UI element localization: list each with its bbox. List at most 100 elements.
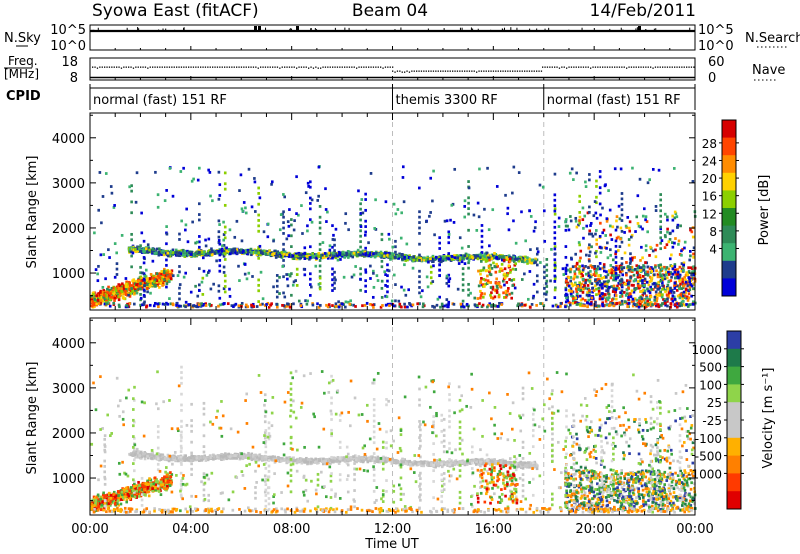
- scatter-cell: [458, 236, 462, 240]
- mid-cell: [494, 281, 498, 285]
- band-cell: [535, 258, 539, 262]
- streak-cell: [303, 246, 307, 250]
- scatter-cell: [156, 193, 160, 197]
- late-cell: [592, 214, 596, 218]
- band-cell: [454, 459, 458, 463]
- streak-cell: [418, 210, 421, 214]
- late-cell: [603, 303, 606, 307]
- streak-cell: [620, 208, 624, 212]
- near-range-cell: [252, 305, 256, 308]
- early-cell: [125, 282, 128, 286]
- freq-dots: [418, 70, 420, 72]
- freq-dots: [192, 66, 195, 68]
- band-cell: [276, 253, 279, 257]
- scatter-cell: [604, 183, 607, 187]
- scatter-cell: [618, 245, 622, 248]
- near-range-cell: [551, 304, 555, 308]
- band-cell: [404, 259, 407, 262]
- near-range-cell: [234, 302, 238, 306]
- near-range-cell: [125, 304, 128, 307]
- scatter-cell: [301, 232, 304, 235]
- freq-dots: [476, 71, 478, 73]
- late-cell: [634, 267, 637, 271]
- early-cell: [163, 269, 166, 273]
- band-cell: [347, 250, 351, 254]
- late-cell: [645, 220, 649, 223]
- late-cell: [567, 268, 571, 272]
- scatter-cell: [401, 176, 405, 179]
- scatter-cell: [128, 185, 131, 189]
- late-cell: [683, 246, 686, 250]
- streak-cell: [331, 289, 334, 292]
- scatter-cell: [638, 177, 642, 181]
- late-cell: [648, 275, 652, 279]
- late-cell: [602, 265, 606, 269]
- streak-cell: [659, 225, 663, 229]
- late-cell: [640, 245, 643, 249]
- late-cell: [691, 270, 694, 274]
- streak-cell: [295, 267, 299, 271]
- scatter-cell: [575, 171, 578, 175]
- scatter-cell: [445, 274, 449, 278]
- streak-cell: [553, 274, 557, 278]
- streak-cell: [139, 303, 142, 307]
- late-cell: [675, 215, 679, 219]
- late-cell: [564, 269, 568, 273]
- late-cell: [579, 298, 583, 302]
- streak-cell: [218, 194, 222, 197]
- late-cell: [619, 264, 623, 267]
- freq-dots: [440, 70, 442, 72]
- band-cell: [135, 247, 139, 251]
- late-cell: [690, 273, 693, 277]
- scatter-cell: [666, 230, 669, 234]
- band-cell: [271, 253, 274, 256]
- streak-cell: [142, 239, 146, 243]
- streak-cell: [671, 272, 675, 276]
- near-range-cell: [535, 303, 538, 307]
- mid-cell: [507, 287, 510, 290]
- late-cell: [669, 271, 673, 275]
- streak-cell: [620, 240, 624, 244]
- band-cell: [526, 258, 530, 262]
- mid-cell: [491, 285, 495, 289]
- near-range-cell: [226, 302, 230, 306]
- near-range-cell: [157, 305, 160, 309]
- freq-dots: [626, 67, 628, 69]
- streak-cell: [359, 218, 362, 222]
- late-cell: [665, 266, 669, 269]
- streak-cell: [218, 269, 222, 273]
- late-cell: [662, 297, 665, 301]
- early-cell: [93, 303, 96, 307]
- band-cell: [522, 260, 526, 264]
- late-cell: [611, 225, 615, 229]
- streak-cell: [461, 256, 465, 260]
- scatter-cell: [669, 231, 672, 235]
- band-cell: [341, 253, 344, 257]
- late-cell: [617, 267, 621, 271]
- early-cell: [118, 290, 122, 294]
- scatter-cell: [165, 232, 169, 236]
- late-cell: [682, 261, 686, 265]
- streak-cell: [139, 282, 142, 285]
- late-cell: [590, 232, 594, 236]
- colorbar-tick-label: 24: [702, 154, 717, 168]
- late-cell: [615, 264, 618, 268]
- late-cell: [691, 267, 694, 270]
- scatter-cell: [196, 294, 200, 298]
- band-cell: [129, 250, 133, 253]
- late-cell: [667, 295, 670, 299]
- near-range-cell: [422, 302, 425, 306]
- near-range-cell: [261, 302, 264, 306]
- freq-dots: [288, 66, 291, 68]
- streak-cell: [386, 274, 389, 278]
- band-cell: [466, 256, 469, 259]
- streak-cell: [278, 275, 281, 279]
- near-range-cell: [490, 303, 493, 307]
- late-cell: [658, 265, 661, 269]
- streak-cell: [553, 266, 557, 270]
- scatter-cell: [595, 216, 599, 220]
- scatter-cell: [293, 219, 296, 223]
- band-cell: [521, 259, 524, 263]
- freq-dots: [99, 66, 101, 68]
- band-cell: [386, 253, 389, 257]
